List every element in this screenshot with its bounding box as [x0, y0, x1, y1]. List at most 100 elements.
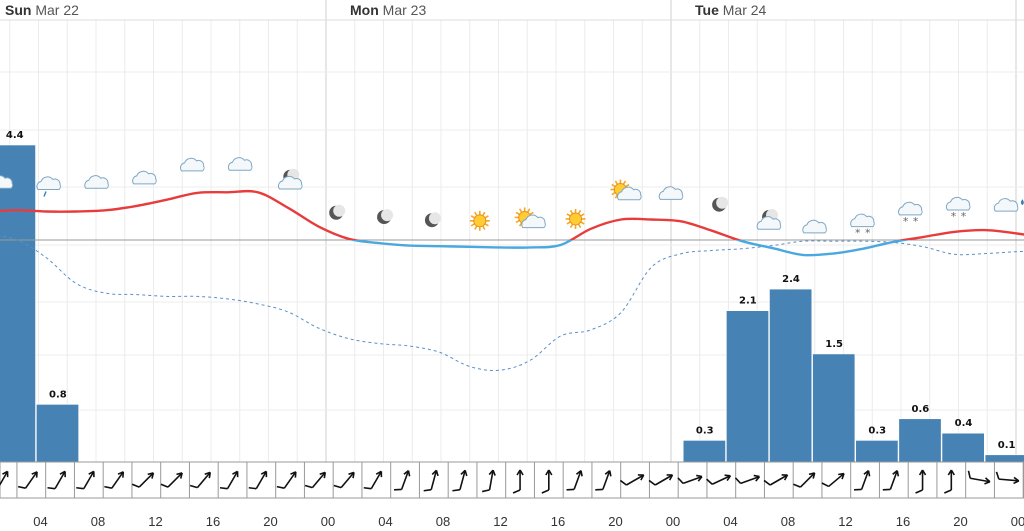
wind-barb-icon	[481, 469, 496, 493]
wind-barb-icon	[512, 469, 524, 494]
hour-tick-label: 08	[781, 514, 795, 529]
precip-bar-label: 0.3	[868, 425, 886, 436]
hour-tick-label: 16	[896, 514, 910, 529]
moon-icon	[377, 209, 394, 225]
sun-icon	[565, 208, 586, 229]
precip-bar	[769, 288, 813, 462]
hour-axis: 04 08 12 16 20 00 04 08 12 16 20 00 04 08 12 16 20 00	[33, 514, 1024, 529]
wind-barb-icon	[0, 470, 9, 490]
wind-barb-icon	[882, 469, 900, 491]
wind-barb-icon	[995, 471, 1020, 485]
wind-barb-icon	[541, 469, 553, 494]
precip-bar	[36, 404, 79, 462]
hour-tick-label: 00	[321, 514, 335, 529]
hour-tick-label: 16	[206, 514, 220, 529]
precip-bar-label: 0.1	[998, 440, 1016, 451]
cloud-rain-icon	[0, 175, 14, 189]
precip-bar-label: 0.3	[696, 425, 714, 436]
wind-barb-icon	[104, 471, 125, 489]
wind-barb-icon	[452, 469, 468, 492]
wind-barb-icon	[131, 472, 155, 488]
wind-barb-icon	[248, 470, 268, 490]
precip-bar-label: 4.4	[6, 130, 24, 141]
precip-bar	[812, 353, 856, 462]
sun-icon	[469, 210, 490, 231]
wind-barb-icon	[619, 474, 645, 486]
cloud-drop-icon	[993, 198, 1024, 212]
wind-barb-icon	[276, 471, 297, 489]
day-label: Tue Mar 24	[695, 2, 767, 18]
wind-barb-icon	[915, 469, 927, 494]
cloud-icon	[227, 157, 253, 171]
wind-barb-icon	[219, 470, 239, 490]
wind-barb-icon	[967, 470, 991, 485]
moon-icon	[424, 212, 441, 228]
moon-icon	[712, 196, 729, 212]
precip-bar-label: 0.6	[912, 404, 930, 415]
cloud-icon	[658, 186, 684, 200]
cloud-icon	[132, 170, 157, 185]
hour-tick-label: 08	[91, 514, 105, 529]
cloud-snow-icon: * *	[850, 213, 875, 240]
hour-tick-label: 20	[263, 514, 277, 529]
wind-barb-icon	[393, 469, 411, 491]
precip-bar	[0, 144, 36, 462]
moon-icon	[329, 204, 346, 220]
svg-text:*: *	[913, 215, 919, 228]
precip-bar	[984, 454, 1024, 462]
precip-bar	[682, 440, 726, 462]
hour-tick-label: 04	[723, 514, 737, 529]
hour-tick-label: 12	[493, 514, 507, 529]
precip-bar	[941, 432, 985, 462]
precip-bar-label: 0.4	[955, 418, 973, 429]
day-label: Sun Mar 22	[5, 2, 79, 18]
wind-barb-icon	[821, 472, 845, 488]
precip-bar-label: 0.8	[49, 389, 67, 400]
wind-barb-icon	[943, 469, 955, 494]
hour-tick-label: 20	[953, 514, 967, 529]
wind-barb-icon	[648, 474, 674, 486]
hour-tick-label: 08	[436, 514, 450, 529]
svg-text:*: *	[855, 227, 861, 240]
weather-symbols: ****************	[0, 157, 1024, 240]
cloud-icon	[180, 157, 205, 172]
wind-barb-icon	[189, 471, 212, 489]
wind-barb-icon	[853, 469, 871, 491]
hour-tick-label: 12	[838, 514, 852, 529]
wind-barb-icon	[793, 472, 816, 488]
wind-barb-icon	[423, 469, 439, 492]
precip-bar-label: 2.4	[782, 274, 800, 285]
precipitation-labels: 0.84.40.80.32.12.41.50.30.60.40.10.61.42…	[6, 130, 1016, 451]
hour-tick-label: 00	[1011, 514, 1024, 529]
svg-text:*: *	[961, 210, 967, 223]
precip-bar-label: 1.5	[825, 339, 843, 350]
precip-bar	[726, 310, 769, 462]
wind-barb-icon	[160, 472, 183, 488]
wind-row-frame	[0, 461, 1024, 499]
hour-tick-label: 04	[33, 514, 47, 529]
sun-cloud-icon	[610, 179, 642, 201]
temperature-line	[0, 189, 1024, 257]
wind-barb-icon	[17, 471, 38, 489]
sun-cloud-icon	[514, 207, 546, 229]
wind-barb-icon	[333, 471, 355, 489]
plot-background	[0, 0, 1024, 462]
hour-tick-label: 16	[551, 514, 565, 529]
precipitation-bars	[0, 144, 1024, 462]
cloud-icon	[84, 175, 109, 189]
wind-barb-icon	[595, 469, 612, 491]
cloud-snow-icon: * *	[898, 201, 923, 228]
svg-text:*: *	[951, 210, 957, 223]
svg-text:*: *	[865, 227, 871, 240]
cloud-snow-icon: * *	[945, 196, 971, 223]
wind-barb-icon	[76, 470, 95, 490]
wind-barb-icon	[763, 474, 789, 486]
hour-tick-label: 00	[666, 514, 680, 529]
wind-barb-icon	[677, 474, 703, 485]
wind-barb-icon	[566, 469, 583, 491]
svg-text:*: *	[903, 215, 909, 228]
wind-row	[0, 461, 1024, 499]
precip-bar	[855, 440, 899, 462]
wind-barb-icon	[734, 474, 761, 485]
